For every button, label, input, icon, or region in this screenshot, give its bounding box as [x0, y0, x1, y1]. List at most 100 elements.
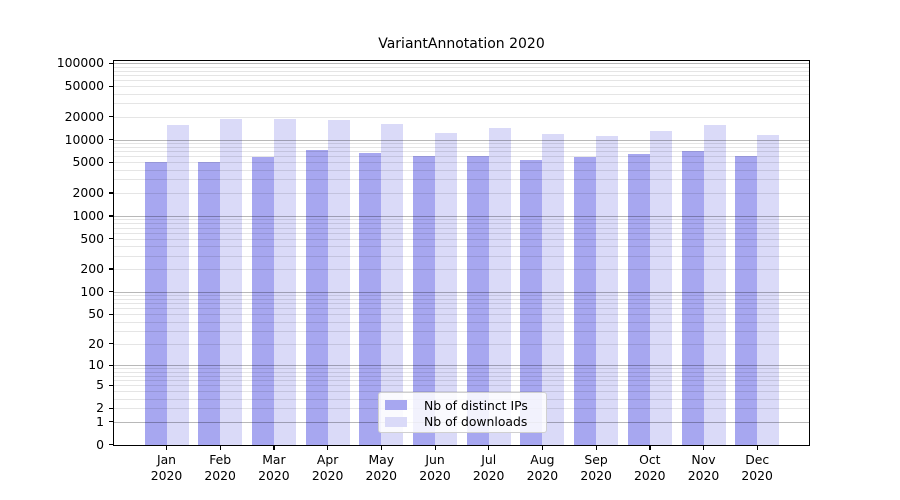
- gridline-minor: [114, 246, 809, 248]
- x-tick-label-jul: Jul 2020: [457, 452, 521, 483]
- x-tick-label-may: May 2020: [349, 452, 413, 483]
- gridline-minor: [114, 169, 809, 171]
- bar-distinct-ips-oct: [627, 153, 650, 445]
- gridline-minor: [114, 156, 809, 158]
- x-tick: [219, 445, 221, 450]
- y-tick: [109, 161, 113, 164]
- x-tick-label-mar: Mar 2020: [242, 452, 306, 483]
- bar-downloads-apr: [327, 120, 350, 445]
- x-tick-month: Mar: [262, 452, 286, 467]
- x-tick: [703, 445, 705, 450]
- x-tick: [595, 445, 597, 450]
- x-tick-year: 2020: [419, 467, 451, 483]
- x-tick-label-dec: Dec 2020: [725, 452, 789, 483]
- x-tick: [273, 445, 275, 450]
- x-tick-month: Jan: [156, 452, 177, 467]
- gridline-minor: [114, 223, 809, 225]
- gridline-minor: [114, 162, 809, 164]
- gridline-minor: [114, 238, 809, 240]
- bar-distinct-ips-nov: [681, 151, 704, 445]
- y-tick: [109, 62, 113, 65]
- bar-downloads-may: [381, 123, 404, 445]
- bar-distinct-ips-aug: [520, 160, 543, 445]
- x-tick-year: 2020: [311, 467, 344, 483]
- x-tick-year: 2020: [258, 467, 290, 483]
- chart-title: VariantAnnotation 2020: [378, 36, 545, 52]
- y-tick-label: 0: [96, 436, 104, 452]
- bar-distinct-ips-jul: [466, 156, 489, 445]
- y-tick-label: 10000: [64, 131, 104, 147]
- gridline-minor: [114, 314, 809, 316]
- y-tick: [109, 268, 113, 270]
- x-tick-year: 2020: [526, 467, 559, 483]
- gridline-minor: [114, 227, 809, 229]
- y-tick: [109, 215, 113, 217]
- x-tick: [434, 445, 436, 450]
- y-tick-label: 5000: [72, 154, 104, 170]
- y-tick: [109, 313, 113, 316]
- x-tick: [756, 445, 758, 450]
- x-tick-month: Jun: [425, 452, 445, 467]
- bar-distinct-ips-jan: [144, 161, 167, 445]
- y-tick: [109, 407, 113, 409]
- bar-downloads-oct: [649, 131, 672, 445]
- x-tick-label-jan: Jan 2020: [135, 452, 199, 483]
- y-tick: [109, 421, 113, 423]
- x-tick: [327, 445, 329, 450]
- legend-swatch-distinct-ips: [385, 400, 407, 411]
- gridline-minor: [114, 368, 809, 370]
- x-tick-year: 2020: [365, 467, 398, 483]
- gridline-minor: [114, 143, 809, 145]
- y-tick-label: 100000: [56, 55, 104, 71]
- gridline-minor: [114, 219, 809, 221]
- bar-distinct-ips-jun: [413, 156, 435, 445]
- x-tick-month: Aug: [530, 452, 555, 467]
- gridline-minor: [114, 86, 809, 88]
- y-tick: [109, 238, 113, 240]
- y-tick-label: 50: [88, 306, 104, 322]
- gridline-minor: [114, 70, 809, 72]
- legend-label-distinct-ips: Nb of distinct IPs: [424, 397, 528, 413]
- bar-distinct-ips-sep: [574, 157, 597, 445]
- y-tick: [109, 364, 113, 366]
- gridline-minor: [114, 343, 809, 345]
- bar-downloads-jan: [166, 125, 189, 445]
- gridline-minor: [114, 179, 809, 181]
- x-tick-label-oct: Oct 2020: [618, 452, 682, 483]
- x-tick-year: 2020: [472, 467, 505, 483]
- y-tick-label: 1: [96, 413, 104, 429]
- legend-swatch-downloads: [385, 416, 407, 427]
- gridline-major: [114, 365, 809, 367]
- bar-downloads-feb: [220, 119, 243, 445]
- x-tick-label-aug: Aug 2020: [510, 452, 574, 483]
- gridline-major: [114, 139, 809, 141]
- gridline-minor: [114, 295, 809, 297]
- gridline-minor: [114, 298, 809, 300]
- gridline-major: [114, 215, 809, 217]
- gridline-minor: [114, 151, 809, 153]
- x-tick-year: 2020: [150, 467, 183, 483]
- gridline-minor: [114, 371, 809, 373]
- bar-distinct-ips-feb: [198, 161, 221, 445]
- x-tick-month: May: [368, 452, 395, 467]
- x-tick-label-jun: Jun 2020: [403, 452, 467, 483]
- gridline-major: [114, 291, 809, 293]
- x-tick-year: 2020: [634, 467, 666, 483]
- gridline-minor: [114, 380, 809, 382]
- x-tick-label-feb: Feb 2020: [188, 452, 252, 483]
- bar-distinct-ips-apr: [305, 150, 328, 445]
- bar-downloads-mar: [273, 119, 296, 445]
- y-tick-label: 200: [80, 260, 104, 276]
- y-tick-label: 500: [80, 230, 104, 246]
- y-tick-label: 2: [96, 400, 104, 416]
- x-tick: [541, 445, 544, 450]
- y-tick-label: 100: [80, 283, 104, 299]
- y-tick-label: 10: [88, 357, 104, 373]
- gridline-minor: [114, 255, 809, 257]
- x-tick-month: Apr: [316, 452, 339, 467]
- bar-downloads-jun: [435, 132, 457, 445]
- legend: Nb of distinct IPs Nb of downloads: [378, 392, 547, 433]
- gridline-major: [114, 63, 809, 65]
- x-tick: [649, 445, 651, 450]
